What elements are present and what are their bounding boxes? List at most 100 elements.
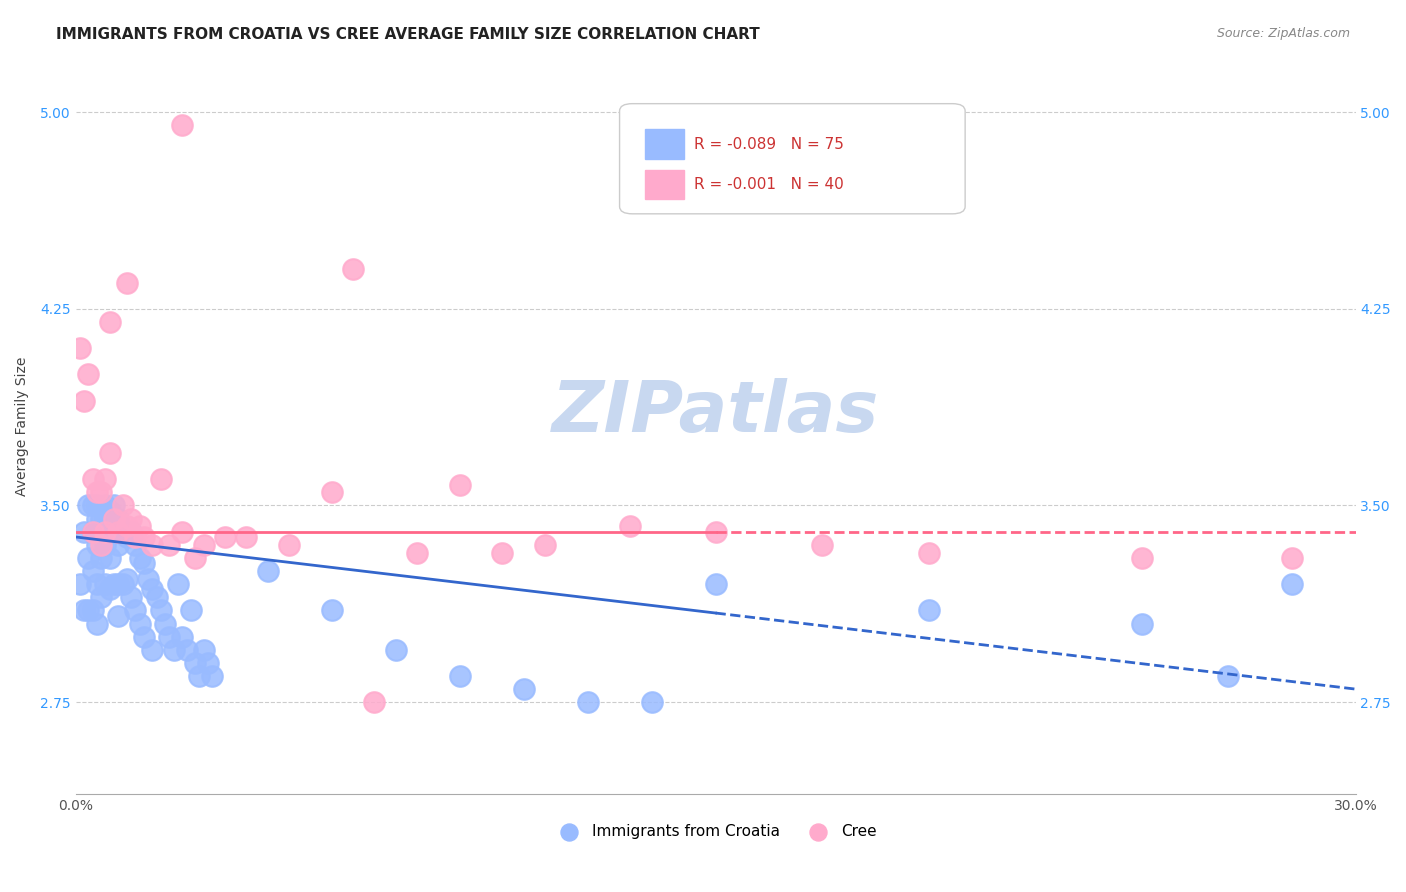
Point [107,538,129,552]
Point [103,511,125,525]
Point [201,669,224,683]
Point [704,524,727,539]
Point [82,564,104,578]
Point [124,538,146,552]
Point [159,630,181,644]
Point [98,504,121,518]
Point [197,656,219,670]
Point [86,499,108,513]
Point [159,538,181,552]
Point [619,519,641,533]
Point [90,511,112,525]
Point [124,530,146,544]
Point [153,616,176,631]
Point [132,630,155,644]
Point [277,538,299,552]
Point [90,485,112,500]
Point [120,524,142,539]
Point [86,577,108,591]
Point [180,603,202,617]
Point [77,551,100,566]
FancyBboxPatch shape [645,169,683,199]
Point [86,616,108,631]
Point [640,695,662,709]
Point [73,603,96,617]
Point [111,577,134,591]
Point [86,538,108,552]
Legend: Immigrants from Croatia, Cree: Immigrants from Croatia, Cree [548,818,883,845]
Point [73,393,96,408]
Point [704,577,727,591]
Text: R = -0.001   N = 40: R = -0.001 N = 40 [693,177,844,192]
Point [90,591,112,605]
Point [90,524,112,539]
Point [172,118,194,132]
Point [384,642,406,657]
Point [193,642,215,657]
Point [94,524,117,539]
Point [77,603,100,617]
Point [235,530,257,544]
Point [107,577,129,591]
Point [145,591,167,605]
Point [107,608,129,623]
Point [115,530,138,544]
Point [77,499,100,513]
Point [94,499,117,513]
Point [128,551,150,566]
Point [98,315,121,329]
Point [82,524,104,539]
Point [193,538,215,552]
Point [363,695,385,709]
Point [132,556,155,570]
Point [167,577,190,591]
Point [103,499,125,513]
Point [918,603,941,617]
Point [576,695,599,709]
Point [321,485,343,500]
Point [534,538,557,552]
Point [1130,616,1153,631]
Point [111,524,134,539]
Point [141,582,163,597]
Point [103,524,125,539]
Point [98,519,121,533]
Text: IMMIGRANTS FROM CROATIA VS CREE AVERAGE FAMILY SIZE CORRELATION CHART: IMMIGRANTS FROM CROATIA VS CREE AVERAGE … [56,27,761,42]
Point [449,669,471,683]
Point [90,551,112,566]
Point [406,546,429,560]
Point [149,603,172,617]
Point [82,524,104,539]
Point [69,577,91,591]
Point [98,582,121,597]
Point [1281,551,1303,566]
Point [124,603,146,617]
Point [98,551,121,566]
Point [107,511,129,525]
Point [141,642,163,657]
Point [184,656,207,670]
Point [214,530,236,544]
Text: ZIPatlas: ZIPatlas [553,377,879,447]
Point [120,591,142,605]
FancyBboxPatch shape [645,129,683,159]
FancyBboxPatch shape [620,103,965,214]
Point [811,538,834,552]
Point [115,519,138,533]
Point [176,642,198,657]
Point [94,577,117,591]
Point [82,603,104,617]
Point [120,511,142,525]
Point [449,477,471,491]
Point [86,485,108,500]
Point [94,538,117,552]
Point [1130,551,1153,566]
Y-axis label: Average Family Size: Average Family Size [15,357,30,497]
Point [172,524,194,539]
Point [73,524,96,539]
Point [163,642,186,657]
Point [82,472,104,486]
Point [149,472,172,486]
Point [107,524,129,539]
Point [82,499,104,513]
